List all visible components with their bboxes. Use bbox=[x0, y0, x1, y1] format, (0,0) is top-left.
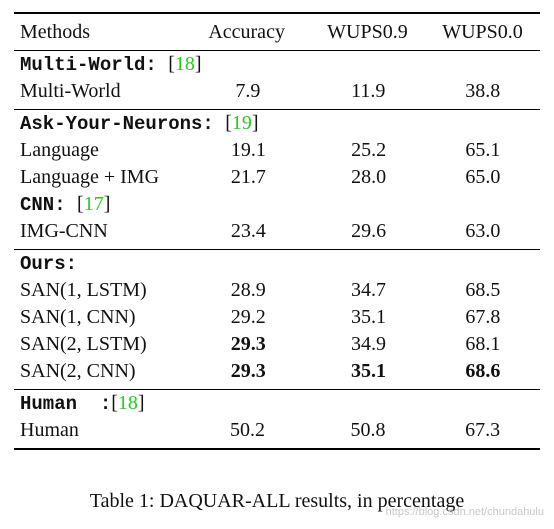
wups09-cell: 34.9 bbox=[350, 333, 386, 355]
group-row: Ours: bbox=[14, 250, 540, 277]
table-row: Language + IMG 21.7 28.0 65.0 bbox=[14, 164, 540, 191]
watermark: https://blog.csdn.net/chundahulu bbox=[385, 506, 544, 518]
accuracy-cell: 50.2 bbox=[229, 419, 265, 441]
results-table-block: Methods Accuracy WUPS0.9 WUPS0.0 Multi-W… bbox=[14, 12, 540, 450]
accuracy-cell: 7.9 bbox=[235, 80, 261, 102]
section-rule bbox=[14, 389, 540, 390]
wups09-cell: 34.7 bbox=[350, 279, 386, 301]
method-cell: Multi-World bbox=[20, 80, 121, 102]
subgroup-row: CNN: [17] bbox=[20, 193, 111, 216]
table-row: Language 19.1 25.2 65.1 bbox=[14, 137, 540, 164]
accuracy-cell: 19.1 bbox=[230, 139, 266, 161]
section-ours: Ours: SAN(1, LSTM) 28.9 34.7 68.5 SAN(1,… bbox=[14, 250, 540, 389]
method-cell: Language + IMG bbox=[20, 166, 160, 188]
method-cell: SAN(1, CNN) bbox=[20, 306, 136, 328]
wups00-cell: 38.8 bbox=[465, 80, 501, 102]
wups00-cell: 65.0 bbox=[465, 166, 501, 188]
section-rule bbox=[14, 109, 540, 110]
table-row: SAN(2, LSTM) 29.3 34.9 68.1 bbox=[14, 331, 540, 358]
header-row: Methods Accuracy WUPS0.9 WUPS0.0 bbox=[14, 14, 540, 50]
wups09-cell-best: 35.1 bbox=[350, 360, 386, 382]
accuracy-cell: 29.2 bbox=[230, 306, 266, 328]
section-ask-your-neurons: Ask-Your-Neurons: [19] Language 19.1 25.… bbox=[14, 110, 540, 249]
table-row: SAN(1, CNN) 29.2 35.1 67.8 bbox=[14, 304, 540, 331]
method-cell: IMG-CNN bbox=[20, 220, 108, 242]
accuracy-cell-best: 29.3 bbox=[230, 360, 266, 382]
section-rule bbox=[14, 249, 540, 250]
wups00-cell: 67.8 bbox=[465, 306, 501, 328]
citation-link[interactable]: 17 bbox=[83, 193, 104, 215]
group-name: Ask-Your-Neurons: bbox=[20, 113, 214, 135]
section-human: Human :[18] Human 50.2 50.8 67.3 bbox=[14, 390, 540, 448]
citation-link[interactable]: 18 bbox=[174, 53, 195, 75]
wups09-cell: 50.8 bbox=[350, 419, 386, 441]
wups00-cell: 68.5 bbox=[465, 279, 501, 301]
subgroup-name: CNN: bbox=[20, 194, 66, 216]
table-caption: Table 1: DAQUAR-ALL results, in percenta… bbox=[89, 490, 465, 512]
wups09-cell: 11.9 bbox=[351, 80, 386, 102]
table-row: Human 50.2 50.8 67.3 bbox=[14, 417, 540, 444]
wups09-cell: 25.2 bbox=[351, 139, 387, 161]
wups00-cell-best: 68.6 bbox=[465, 360, 501, 382]
wups00-cell: 68.1 bbox=[465, 333, 501, 355]
header-wups00: WUPS0.0 bbox=[442, 20, 523, 43]
accuracy-cell-best: 29.3 bbox=[230, 333, 266, 355]
bottom-rule bbox=[14, 448, 540, 450]
table-row: Multi-World 7.9 11.9 38.8 bbox=[14, 78, 540, 105]
results-table: Methods Accuracy WUPS0.9 WUPS0.0 bbox=[14, 14, 540, 50]
citation-link[interactable]: 19 bbox=[231, 112, 252, 134]
table-row: IMG-CNN 23.4 29.6 63.0 bbox=[14, 218, 540, 245]
header-wups09: WUPS0.9 bbox=[327, 20, 408, 43]
method-cell: Language bbox=[20, 139, 99, 161]
method-cell: SAN(1, LSTM) bbox=[20, 279, 147, 301]
wups09-cell: 35.1 bbox=[350, 306, 386, 328]
top-rule bbox=[14, 12, 540, 14]
header-methods: Methods bbox=[20, 20, 90, 43]
header-accuracy: Accuracy bbox=[208, 20, 285, 43]
accuracy-cell: 21.7 bbox=[230, 166, 266, 188]
group-row: Multi-World: [18] bbox=[20, 53, 202, 76]
method-cell: Human bbox=[20, 419, 79, 441]
group-name: Ours: bbox=[20, 252, 78, 275]
wups00-cell: 63.0 bbox=[465, 220, 501, 242]
wups09-cell: 29.6 bbox=[351, 220, 387, 242]
method-cell: SAN(2, CNN) bbox=[20, 360, 136, 382]
method-cell: SAN(2, LSTM) bbox=[20, 333, 147, 355]
group-row: Human :[18] bbox=[20, 392, 145, 415]
group-name: Human : bbox=[20, 393, 112, 415]
table-row: SAN(2, CNN) 29.3 35.1 68.6 bbox=[14, 358, 540, 385]
accuracy-cell: 28.9 bbox=[230, 279, 266, 301]
wups09-cell: 28.0 bbox=[351, 166, 387, 188]
group-name: Multi-World: bbox=[20, 54, 157, 76]
group-row: Ask-Your-Neurons: [19] bbox=[20, 112, 259, 135]
header-rule bbox=[14, 50, 540, 51]
section-multi-world: Multi-World: [18] Multi-World 7.9 11.9 3… bbox=[14, 51, 540, 109]
wups00-cell: 65.1 bbox=[465, 139, 501, 161]
wups00-cell: 67.3 bbox=[465, 419, 501, 441]
table-row: SAN(1, LSTM) 28.9 34.7 68.5 bbox=[14, 277, 540, 304]
accuracy-cell: 23.4 bbox=[230, 220, 266, 242]
citation-link[interactable]: 18 bbox=[117, 392, 138, 414]
